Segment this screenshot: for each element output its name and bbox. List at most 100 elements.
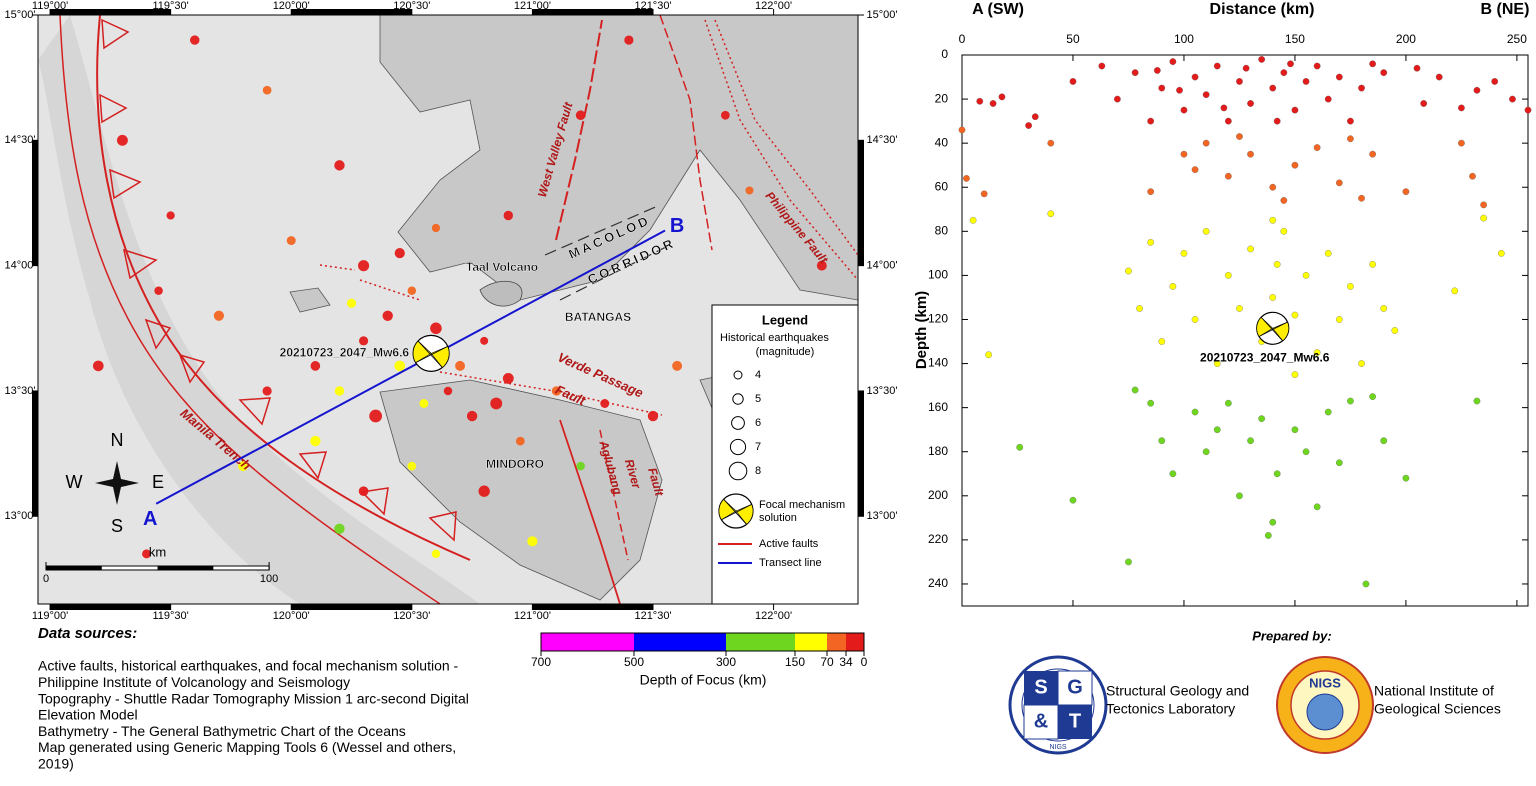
hypocenter	[1287, 60, 1294, 68]
hypocenter	[1335, 316, 1343, 323]
corridor-outline	[544, 204, 671, 301]
earthquake	[358, 260, 370, 272]
frame-segment	[532, 604, 653, 610]
hypocenter	[1047, 139, 1055, 147]
hypocenter	[976, 97, 984, 105]
scale-tick-label: 100	[260, 573, 278, 585]
legend-magnitude-label: 6	[755, 417, 761, 429]
hypocenter	[1147, 238, 1155, 246]
x-tick-label: 50	[1066, 32, 1080, 46]
mindoro-land	[379, 379, 663, 601]
earthquake	[480, 336, 489, 345]
hypocenter	[1176, 86, 1183, 94]
earthquake	[503, 210, 514, 221]
legend-text: Transect line	[759, 557, 822, 569]
earthquake	[816, 260, 827, 271]
hypocenter	[1191, 316, 1199, 323]
hypocenter	[1491, 78, 1499, 85]
trench-tooth	[238, 397, 272, 426]
earthquake	[443, 386, 453, 396]
hypocenter	[963, 175, 970, 182]
earthquake	[142, 549, 152, 559]
data-sources: Data sources: Active faults, historical e…	[38, 625, 469, 772]
hypocenter	[1451, 287, 1459, 295]
legend-text: solution	[759, 512, 797, 524]
hypocenter	[1347, 397, 1354, 405]
hypocenter	[1335, 459, 1343, 467]
hypocenter	[969, 216, 977, 224]
luzon-land	[379, 15, 858, 301]
hypocenter	[1202, 227, 1210, 235]
hypocenter	[1335, 179, 1343, 187]
hypocenter	[1225, 117, 1232, 125]
earthquake	[407, 461, 417, 471]
hypocenter	[1358, 84, 1365, 92]
y-tick-label: 14°00'	[5, 260, 36, 272]
hypocenter	[1191, 73, 1199, 81]
y-tick-label: 13°00'	[867, 510, 898, 522]
earthquake	[358, 486, 369, 497]
hypocenter	[1264, 532, 1272, 539]
hypocenter	[1202, 91, 1210, 99]
focal-plane	[1258, 317, 1288, 342]
legend-text: Historical earthquakes	[720, 332, 829, 344]
colorbar-tick-label: 150	[785, 655, 805, 669]
hypocenter	[1369, 60, 1376, 68]
frame-segment	[291, 9, 412, 15]
x-tick-label: 250	[1507, 32, 1527, 46]
earthquake	[576, 461, 585, 471]
trench-fault	[59, 15, 441, 604]
event-label: 20210723_2047_Mw6.6	[1200, 350, 1330, 364]
frame-segment	[50, 9, 171, 15]
earthquake	[720, 110, 730, 120]
colorbar-tick-label: 0	[861, 655, 868, 669]
trench-tooth	[99, 93, 128, 124]
y-tick-label: 14°30'	[5, 134, 36, 146]
legend-magnitude-label: 5	[755, 393, 761, 405]
map-label: MINDORO	[486, 457, 544, 471]
colorbar-segment	[846, 633, 864, 651]
hypocenter	[1473, 397, 1481, 405]
earthquake	[358, 336, 369, 346]
hypocenter	[1269, 84, 1277, 92]
colorbar-tick-label: 500	[624, 655, 644, 669]
focal-plane	[721, 499, 752, 525]
hypocenter	[1153, 67, 1161, 74]
colorbar-segment	[541, 633, 634, 651]
earthquake	[369, 409, 383, 423]
hypocenter	[1473, 86, 1481, 94]
fault	[319, 264, 421, 301]
hypocenter	[1016, 443, 1024, 451]
y-tick-label: 120	[928, 312, 948, 326]
y-tick-label: 220	[928, 532, 948, 546]
hypocenter	[1269, 294, 1277, 301]
frame-segment	[532, 9, 653, 15]
hypocenter	[1313, 349, 1321, 356]
hypocenter	[989, 100, 997, 107]
earthquake	[310, 435, 321, 447]
hypocenter	[1258, 56, 1265, 63]
hypocenter	[1498, 250, 1505, 257]
hypocenter	[1213, 426, 1221, 434]
y-tick-label: 20	[935, 91, 949, 105]
x-tick-label: 0	[959, 32, 966, 46]
hypocenter	[1225, 172, 1232, 180]
colorbar: 700 500 300 150 70 34 0 Depth of Focus (km)	[531, 632, 868, 688]
hypocenter	[1114, 95, 1121, 103]
scale-tick-label: 0	[43, 573, 49, 585]
hypocenter	[1273, 470, 1281, 478]
hypocenter	[1147, 188, 1155, 195]
earthquake	[672, 360, 683, 371]
y-tick-label: 200	[928, 488, 948, 502]
sources-line: Bathymetry - The General Bathymetric Cha…	[38, 723, 406, 739]
hypocenter	[1402, 474, 1410, 482]
nigs-globe	[1306, 693, 1344, 731]
earthquake	[116, 134, 128, 146]
earthquake	[527, 536, 538, 547]
earthquake	[334, 160, 345, 171]
hypocenter	[1302, 272, 1310, 279]
hypocenter	[1413, 64, 1421, 72]
hypocenter	[1391, 327, 1399, 334]
x-tick-label: 119°30'	[153, 0, 189, 12]
logo-letter: G	[1067, 676, 1083, 698]
